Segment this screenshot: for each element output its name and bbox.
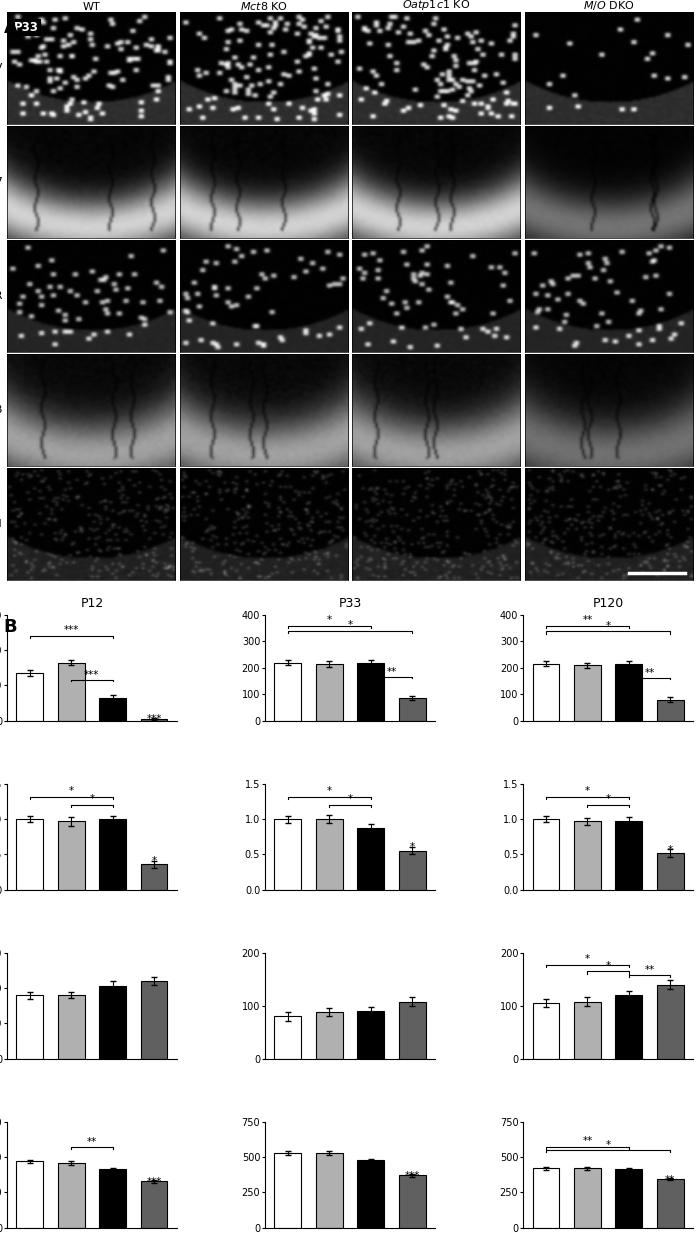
Bar <box>57 996 85 1059</box>
Bar <box>615 996 643 1059</box>
Text: **: ** <box>645 965 654 975</box>
Text: *: * <box>327 615 332 625</box>
Bar <box>99 820 126 889</box>
Text: *: * <box>606 1140 610 1149</box>
Title: P33: P33 <box>338 596 362 610</box>
Text: P33: P33 <box>14 21 38 35</box>
Bar <box>533 1003 559 1059</box>
Bar <box>316 1153 343 1228</box>
Bar <box>615 663 643 720</box>
Y-axis label: GAD67: GAD67 <box>0 177 3 187</box>
Bar <box>16 673 43 720</box>
Text: *: * <box>410 842 414 852</box>
Title: P120: P120 <box>592 596 624 610</box>
Bar <box>399 698 426 720</box>
Bar <box>357 1159 384 1228</box>
Text: *: * <box>347 795 353 805</box>
Y-axis label: NeuN: NeuN <box>0 520 3 529</box>
Bar <box>316 663 343 720</box>
Bar <box>615 821 643 889</box>
Text: ***: *** <box>405 1172 420 1182</box>
Bar <box>357 662 384 720</box>
Title: WT: WT <box>83 1 100 11</box>
Title: P12: P12 <box>80 596 104 610</box>
Bar <box>16 996 43 1059</box>
Text: **: ** <box>645 668 654 678</box>
Bar <box>615 1169 643 1228</box>
Bar <box>16 820 43 889</box>
Bar <box>316 820 343 889</box>
Bar <box>574 665 601 720</box>
Bar <box>274 1153 301 1228</box>
Bar <box>274 1017 301 1059</box>
Text: *: * <box>606 621 610 631</box>
Text: *: * <box>606 961 610 971</box>
Bar <box>57 662 85 720</box>
Bar <box>57 1163 85 1228</box>
Bar <box>357 1011 384 1059</box>
Text: *: * <box>668 844 673 854</box>
Bar <box>657 1179 684 1228</box>
Bar <box>16 1162 43 1228</box>
Text: *: * <box>606 795 610 805</box>
Y-axis label: CR: CR <box>0 291 3 301</box>
Bar <box>99 987 126 1059</box>
Title: $\mathit{M/O}$ DKO: $\mathit{M/O}$ DKO <box>583 0 635 12</box>
Bar <box>533 1168 559 1228</box>
Bar <box>533 820 559 889</box>
Text: A: A <box>4 19 18 37</box>
Text: *: * <box>584 786 590 796</box>
Bar <box>57 821 85 889</box>
Text: **: ** <box>386 667 396 677</box>
Text: **: ** <box>665 1174 676 1184</box>
Bar <box>657 853 684 889</box>
Text: ***: *** <box>146 714 162 724</box>
Bar <box>274 662 301 720</box>
Text: *: * <box>90 795 95 805</box>
Bar <box>141 1182 167 1228</box>
Bar <box>574 1002 601 1059</box>
Text: *: * <box>347 620 353 630</box>
Text: *: * <box>69 786 74 796</box>
Title: $\mathit{Mct8}$ KO: $\mathit{Mct8}$ KO <box>239 0 288 11</box>
Text: B: B <box>4 618 17 636</box>
Text: **: ** <box>582 615 592 625</box>
Bar <box>141 719 167 720</box>
Text: **: ** <box>582 1136 592 1146</box>
Text: ***: *** <box>64 625 79 635</box>
Bar <box>399 851 426 889</box>
Bar <box>657 699 684 720</box>
Bar <box>657 985 684 1059</box>
Text: ***: *** <box>146 1177 162 1187</box>
Bar <box>533 663 559 720</box>
Text: *: * <box>151 856 157 866</box>
Title: $\mathit{Oatp1c1}$ KO: $\mathit{Oatp1c1}$ KO <box>402 0 470 12</box>
Bar <box>574 821 601 889</box>
Bar <box>399 1002 426 1059</box>
Bar <box>399 1176 426 1228</box>
Bar <box>574 1168 601 1228</box>
Bar <box>316 1012 343 1059</box>
Bar <box>357 827 384 889</box>
Y-axis label: PV: PV <box>0 63 3 73</box>
Bar <box>141 864 167 889</box>
Bar <box>274 820 301 889</box>
Bar <box>99 698 126 720</box>
Text: *: * <box>584 954 590 963</box>
Text: **: ** <box>87 1137 97 1147</box>
Y-axis label: CB: CB <box>0 405 3 415</box>
Bar <box>141 981 167 1059</box>
Text: *: * <box>327 786 332 796</box>
Text: ***: *** <box>84 670 99 680</box>
Bar <box>99 1169 126 1228</box>
